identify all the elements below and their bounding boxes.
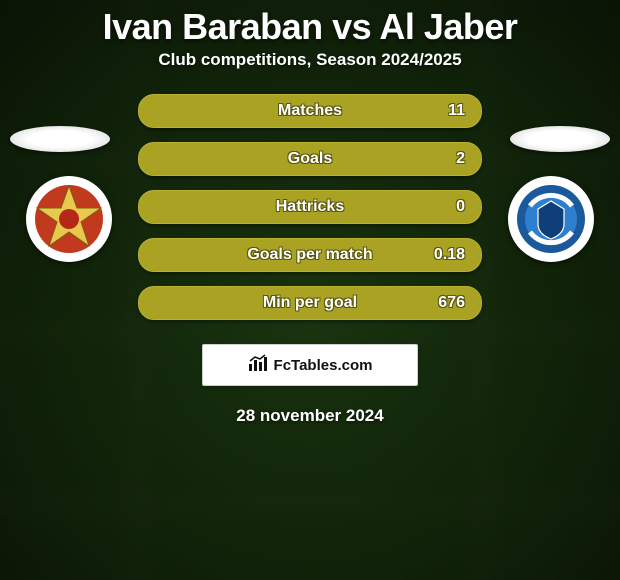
stat-row: Min per goal 676	[138, 286, 482, 320]
stat-label: Goals	[139, 143, 481, 175]
comparison-card: Ivan Baraban vs Al Jaber Club competitio…	[0, 0, 620, 580]
source-logo-text: FcTables.com	[274, 357, 373, 374]
stat-row: Hattricks 0	[138, 190, 482, 224]
source-logo-card: FcTables.com	[202, 344, 418, 386]
stat-value: 11	[448, 95, 465, 127]
logo-brand: FcTables	[274, 357, 338, 374]
subtitle: Club competitions, Season 2024/2025	[0, 50, 620, 70]
page-title: Ivan Baraban vs Al Jaber	[0, 6, 620, 48]
stat-label: Goals per match	[139, 239, 481, 271]
stat-row: Goals 2	[138, 142, 482, 176]
stat-value: 2	[456, 143, 465, 175]
stat-value: 0.18	[434, 239, 465, 271]
stat-value: 676	[438, 287, 465, 319]
content-area: Ivan Baraban vs Al Jaber Club competitio…	[0, 0, 620, 426]
stat-label: Hattricks	[139, 191, 481, 223]
stat-label: Min per goal	[139, 287, 481, 319]
stat-value: 0	[456, 191, 465, 223]
stat-label: Matches	[139, 95, 481, 127]
stat-row: Matches 11	[138, 94, 482, 128]
stat-list: Matches 11 Goals 2 Hattricks 0 Goals per…	[138, 94, 482, 320]
logo-domain: .com	[337, 357, 372, 374]
stat-row: Goals per match 0.18	[138, 238, 482, 272]
as-of-date: 28 november 2024	[0, 406, 620, 426]
chart-icon	[248, 354, 270, 377]
